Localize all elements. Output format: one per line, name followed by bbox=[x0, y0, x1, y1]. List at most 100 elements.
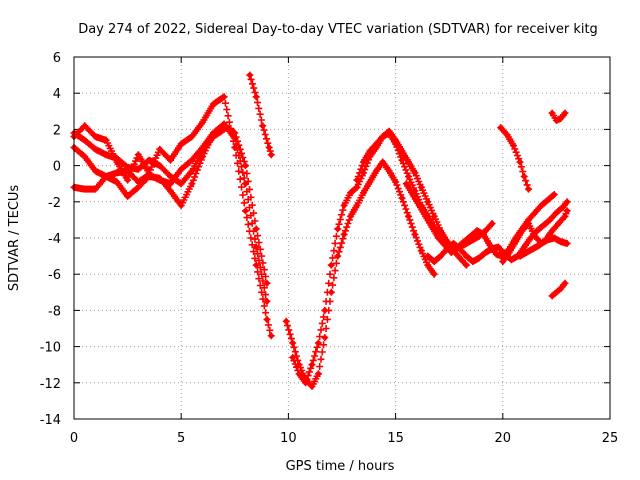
data-point bbox=[373, 141, 379, 147]
data-point bbox=[221, 94, 227, 100]
data-point bbox=[425, 262, 431, 268]
data-point bbox=[558, 115, 564, 122]
y-tick-label: -10 bbox=[40, 341, 61, 356]
data-point bbox=[410, 191, 416, 198]
data-point bbox=[513, 239, 519, 245]
y-tick-label: -8 bbox=[48, 304, 61, 319]
data-point bbox=[438, 253, 444, 259]
data-point bbox=[418, 184, 424, 190]
data-point bbox=[448, 249, 454, 256]
data-point bbox=[373, 168, 379, 174]
series-markers bbox=[246, 71, 275, 159]
data-point bbox=[532, 233, 538, 239]
y-axis-label: SDTVAR / TECUs bbox=[7, 185, 22, 292]
data-point bbox=[457, 255, 463, 261]
data-point bbox=[564, 208, 570, 214]
data-point bbox=[268, 152, 274, 158]
data-point bbox=[480, 231, 487, 237]
data-point bbox=[380, 159, 386, 165]
data-point bbox=[264, 298, 270, 304]
y-tick-label: -6 bbox=[48, 268, 61, 283]
data-point bbox=[309, 383, 315, 390]
data-point bbox=[495, 244, 502, 250]
data-point bbox=[405, 173, 412, 180]
data-series bbox=[70, 71, 571, 390]
x-tick-label: 15 bbox=[387, 431, 404, 446]
data-point bbox=[125, 164, 131, 171]
data-point bbox=[493, 251, 499, 257]
data-point bbox=[135, 152, 141, 158]
data-point bbox=[521, 173, 527, 180]
data-point bbox=[562, 213, 568, 219]
data-point bbox=[517, 159, 523, 165]
data-point bbox=[260, 123, 266, 129]
data-point bbox=[551, 235, 557, 241]
data-point bbox=[253, 94, 259, 100]
x-axis-label: GPS time / hours bbox=[286, 459, 395, 474]
data-point bbox=[335, 226, 341, 232]
data-point bbox=[266, 144, 272, 151]
data-point bbox=[555, 220, 562, 227]
data-point bbox=[521, 244, 527, 250]
data-point bbox=[341, 231, 347, 237]
x-tick-label: 20 bbox=[495, 431, 512, 446]
series-track-d bbox=[70, 125, 228, 188]
data-point bbox=[510, 143, 517, 149]
data-point bbox=[82, 153, 88, 160]
data-point bbox=[504, 132, 510, 138]
data-point bbox=[167, 181, 174, 187]
data-point bbox=[553, 289, 560, 295]
data-point bbox=[200, 148, 206, 154]
data-point bbox=[403, 181, 409, 187]
data-point bbox=[354, 177, 360, 183]
data-point bbox=[444, 246, 450, 252]
data-point bbox=[178, 166, 184, 172]
data-point bbox=[178, 181, 184, 187]
data-point bbox=[367, 179, 373, 185]
data-point bbox=[517, 253, 523, 259]
data-point bbox=[405, 213, 412, 219]
data-point bbox=[200, 119, 206, 125]
data-point bbox=[560, 204, 566, 210]
data-point bbox=[360, 170, 367, 176]
data-point bbox=[435, 235, 442, 241]
data-point bbox=[135, 179, 141, 185]
data-point bbox=[146, 157, 152, 163]
data-point bbox=[315, 340, 322, 346]
tick-labels: 0 5 10 15 20 25 -14 -12 -10 -8 -6 -4 -2 0 2 4 6 bbox=[40, 51, 619, 446]
data-point bbox=[523, 249, 529, 256]
data-point bbox=[500, 258, 506, 265]
data-point bbox=[399, 157, 405, 163]
data-point bbox=[543, 237, 549, 243]
series-track-e bbox=[246, 71, 275, 159]
data-point bbox=[525, 220, 532, 227]
y-tick-label: 6 bbox=[53, 51, 61, 66]
data-point bbox=[489, 220, 495, 227]
data-point bbox=[558, 286, 564, 292]
data-point bbox=[189, 134, 195, 140]
data-point bbox=[393, 141, 399, 147]
data-point bbox=[242, 181, 249, 187]
data-point bbox=[103, 173, 109, 180]
data-point bbox=[264, 280, 270, 286]
data-point bbox=[178, 141, 184, 147]
data-point bbox=[412, 170, 418, 176]
x-tick-label: 10 bbox=[280, 431, 297, 446]
data-point bbox=[210, 101, 216, 107]
y-tick-label: 4 bbox=[53, 87, 61, 102]
data-point bbox=[429, 224, 435, 230]
data-point bbox=[135, 166, 141, 172]
data-point bbox=[103, 152, 109, 158]
data-point bbox=[553, 210, 560, 216]
x-tick-label: 0 bbox=[70, 431, 78, 446]
data-point bbox=[253, 262, 259, 268]
data-point bbox=[264, 316, 270, 323]
data-point bbox=[463, 262, 469, 268]
data-point bbox=[341, 202, 347, 209]
data-point bbox=[82, 186, 88, 192]
data-point bbox=[296, 371, 302, 377]
data-point bbox=[483, 249, 489, 256]
data-point bbox=[386, 168, 392, 174]
data-point bbox=[519, 228, 525, 234]
data-point bbox=[178, 202, 184, 209]
